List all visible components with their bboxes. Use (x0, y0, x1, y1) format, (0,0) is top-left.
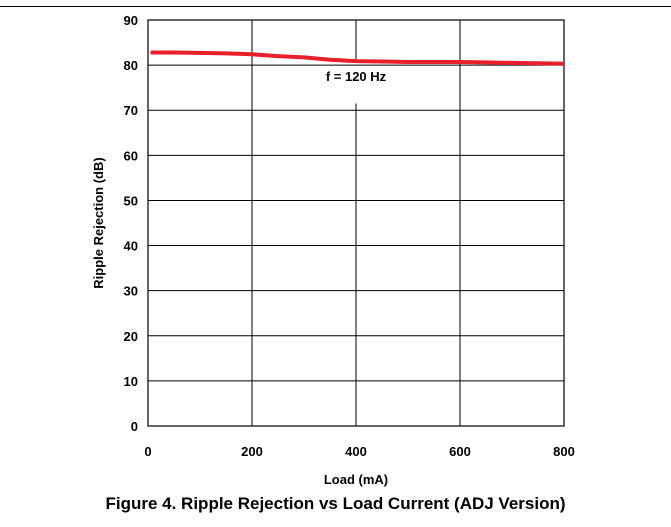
annotation-label: f = 120 Hz (326, 69, 387, 84)
x-tick-label: 200 (241, 444, 263, 459)
x-tick-label: 800 (553, 444, 575, 459)
y-tick-label: 20 (124, 329, 138, 344)
series-line (150, 50, 565, 66)
figure-caption: Figure 4. Ripple Rejection vs Load Curre… (105, 494, 566, 513)
y-tick-label: 50 (124, 193, 138, 208)
plot-frame (147, 19, 565, 427)
y-tick-label: 80 (124, 58, 138, 73)
x-tick-label: 0 (144, 444, 151, 459)
y-tick-label: 70 (124, 103, 138, 118)
y-tick-label: 10 (124, 374, 138, 389)
x-tick-label: 400 (345, 444, 367, 459)
y-tick-label: 30 (124, 284, 138, 299)
x-axis-label: Load (mA) (324, 472, 388, 487)
x-tick-label: 600 (449, 444, 471, 459)
y-tick-label: 90 (124, 13, 138, 28)
top-rule (0, 6, 671, 7)
y-tick-label: 60 (124, 148, 138, 163)
y-tick-label: 0 (131, 419, 138, 434)
y-tick-label: 40 (124, 239, 138, 254)
y-axis-label: Ripple Rejection (dB) (91, 157, 106, 288)
ripple-rejection-chart: 0 10 20 30 40 50 60 70 80 90 0 200 400 600 800 Load (mA… (91, 13, 575, 487)
